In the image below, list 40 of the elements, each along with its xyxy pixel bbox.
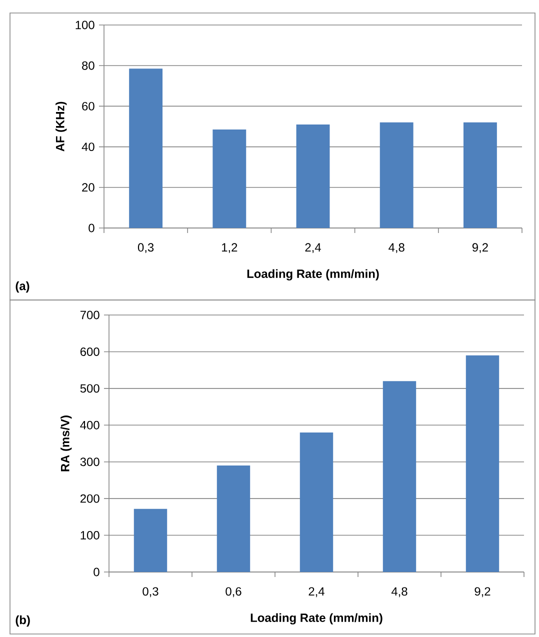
x-tick-label: 4,8: [391, 587, 408, 598]
bar: [463, 122, 497, 228]
x-tick-label: 4,8: [388, 243, 404, 254]
y-tick-label: 400: [80, 420, 100, 430]
bar: [380, 122, 414, 228]
bar: [212, 130, 246, 228]
bar: [129, 68, 163, 228]
bar: [466, 355, 500, 572]
y-tick-label: 700: [80, 310, 100, 320]
y-axis-title: RA (ms/V): [60, 416, 72, 472]
y-tick-label: 60: [82, 102, 94, 110]
y-tick-label: 200: [80, 494, 100, 503]
y-tick-label: 40: [82, 142, 94, 152]
y-axis-title: AF (KHz): [56, 102, 67, 152]
x-tick-label: 9,2: [474, 587, 490, 598]
y-tick-label: 0: [94, 568, 100, 576]
x-tick-label: 2,4: [308, 587, 324, 598]
text: (b): [16, 615, 30, 627]
bar: [296, 124, 330, 228]
bar: [300, 432, 334, 572]
y-tick-label: 80: [82, 61, 94, 70]
y-tick-label: 500: [80, 384, 100, 393]
x-tick-label: 1,2: [222, 243, 238, 254]
y-tick-label: 300: [80, 458, 100, 466]
x-tick-label: 0,3: [138, 243, 154, 254]
y-tick-label: 0: [88, 224, 94, 232]
y-tick-label: 100: [80, 531, 100, 540]
bar: [382, 381, 416, 572]
bar: [134, 508, 168, 572]
y-tick-label: 100: [76, 20, 94, 30]
x-tick-label: 2,4: [305, 243, 321, 254]
x-tick-label: 0,6: [226, 587, 242, 598]
y-tick-label: 20: [82, 183, 94, 192]
x-axis-title: Loading Rate (mm/min): [247, 269, 379, 280]
y-tick-label: 600: [80, 347, 100, 356]
text: (a): [16, 281, 30, 293]
bar: [216, 466, 250, 572]
x-tick-label: 9,2: [472, 243, 488, 254]
x-axis-title: Loading Rate (mm/min): [250, 613, 382, 624]
x-tick-label: 0,3: [142, 587, 158, 598]
